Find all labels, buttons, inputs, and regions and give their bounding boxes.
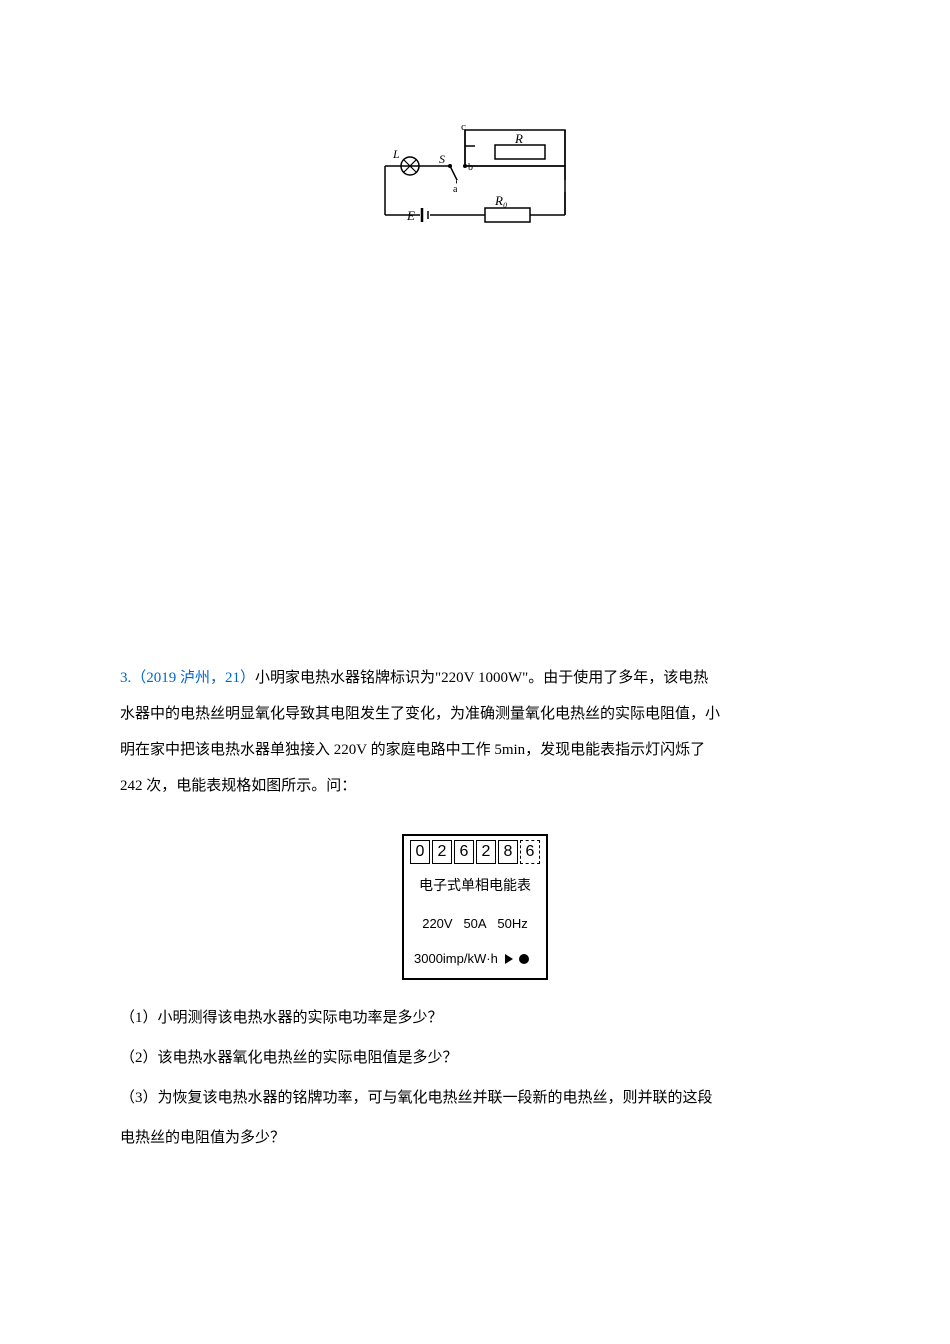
question-3-line1: （3）为恢复该电热水器的铭牌功率，可与氧化电热丝并联一段新的电热丝，则并联的这段: [120, 1080, 830, 1116]
problem-number: 3.（2019 泸州，21）: [120, 670, 255, 686]
meter-voltage: 220V: [422, 916, 452, 931]
meter-frequency: 50Hz: [497, 916, 527, 931]
problem-line2: 水器中的电热丝明显氧化导致其电阻发生了变化，为准确测量氧化电热丝的实际电阻值，小: [120, 696, 830, 732]
question-2: （2）该电热水器氧化电热丝的实际电阻值是多少？: [120, 1040, 830, 1076]
meter-digit-1: 2: [432, 840, 452, 864]
triangle-icon: [505, 954, 513, 964]
meter-current: 50A: [463, 916, 486, 931]
dot-icon: [519, 954, 529, 964]
circuit-diagram: R c S b a L E R₀: [365, 120, 585, 240]
meter-container: 0 2 6 2 8 6 电子式单相电能表 220V 50A 50Hz 3000i…: [120, 834, 830, 980]
circuit-diagram-container: R c S b a L E R₀: [120, 120, 830, 240]
label-b: b: [468, 162, 473, 173]
problem-line4: 242 次，电能表规格如图所示。问：: [120, 768, 830, 804]
problem-line3: 明在家中把该电热水器单独接入 220V 的家庭电路中工作 5min，发现电能表指…: [120, 732, 830, 768]
question-1: （1）小明测得该电热水器的实际电功率是多少？: [120, 1000, 830, 1036]
questions: （1）小明测得该电热水器的实际电功率是多少？ （2）该电热水器氧化电热丝的实际电…: [120, 1000, 830, 1156]
label-R0: R₀: [494, 193, 507, 208]
meter-specs: 220V 50A 50Hz: [410, 908, 540, 939]
question-3-line2: 电热丝的电阻值为多少？: [120, 1120, 830, 1156]
label-R: R: [514, 131, 523, 146]
meter-label: 电子式单相电能表: [410, 870, 540, 904]
label-S: S: [439, 152, 445, 166]
meter-digit-4: 8: [498, 840, 518, 864]
meter-digit-3: 2: [476, 840, 496, 864]
meter-digit-0: 0: [410, 840, 430, 864]
meter-imp-text: 3000imp/kW·h: [414, 951, 498, 966]
label-E: E: [406, 208, 415, 223]
meter-box: 0 2 6 2 8 6 电子式单相电能表 220V 50A 50Hz 3000i…: [402, 834, 548, 980]
meter-digit-2: 6: [454, 840, 474, 864]
problem-line1: 小明家电热水器铭牌标识为"220V 1000W"。由于使用了多年，该电热: [255, 670, 708, 686]
problem-section: 3.（2019 泸州，21）小明家电热水器铭牌标识为"220V 1000W"。由…: [120, 660, 830, 1156]
label-L: L: [392, 147, 400, 161]
problem-text: 3.（2019 泸州，21）小明家电热水器铭牌标识为"220V 1000W"。由…: [120, 660, 830, 696]
meter-digits: 0 2 6 2 8 6: [410, 840, 540, 864]
meter-imp: 3000imp/kW·h: [410, 943, 540, 974]
label-c: c: [461, 121, 466, 133]
meter-digit-5: 6: [520, 840, 540, 864]
